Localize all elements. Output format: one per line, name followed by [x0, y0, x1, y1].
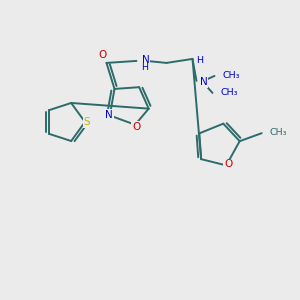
Text: N: N: [142, 55, 149, 65]
Text: O: O: [224, 159, 232, 170]
Text: O: O: [98, 50, 106, 60]
Text: N: N: [200, 77, 207, 87]
Text: CH₃: CH₃: [270, 128, 287, 137]
Text: H: H: [142, 63, 148, 72]
Text: CH₃: CH₃: [220, 88, 238, 98]
Text: H: H: [196, 56, 203, 65]
Text: N: N: [105, 110, 113, 119]
Text: CH₃: CH₃: [223, 71, 240, 80]
Text: O: O: [132, 122, 140, 132]
Text: S: S: [84, 117, 90, 127]
